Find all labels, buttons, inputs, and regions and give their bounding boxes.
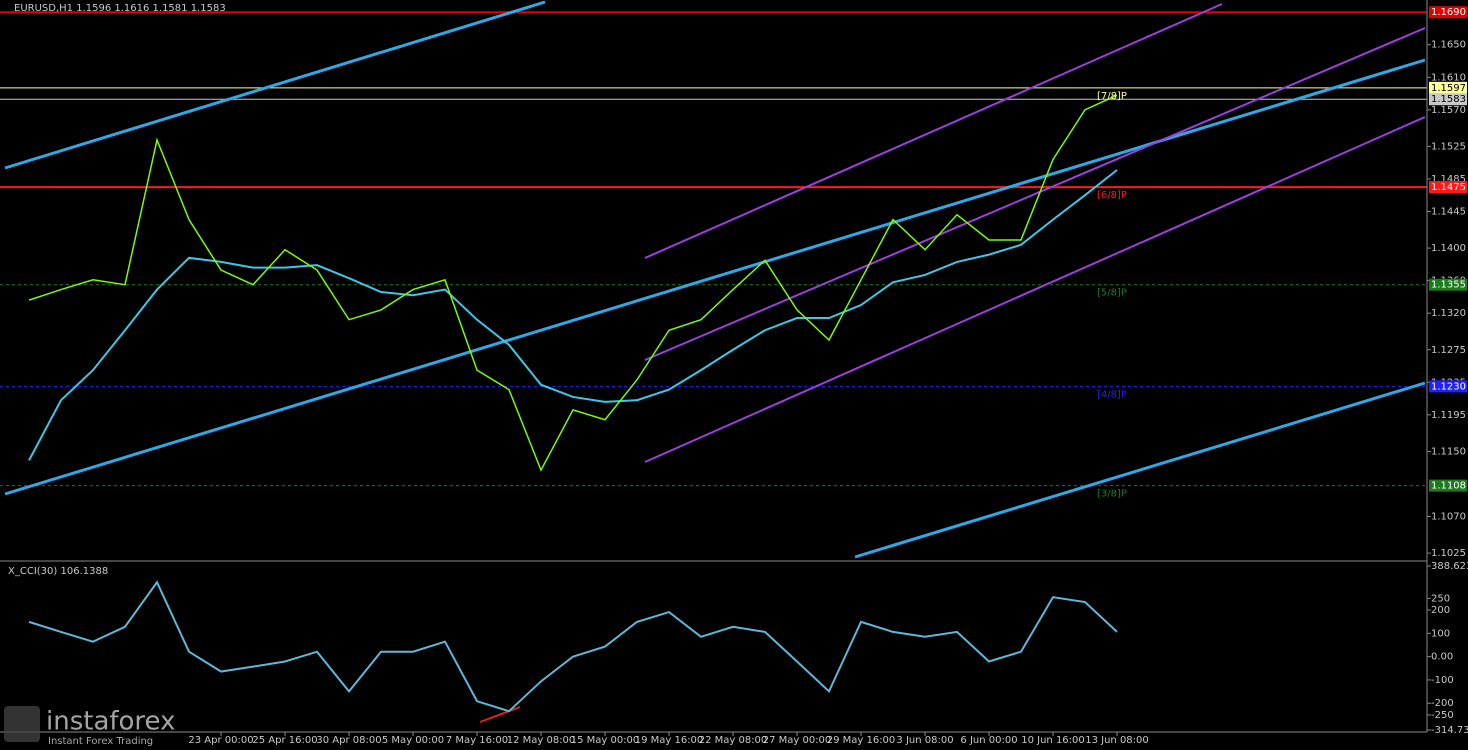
regression-line <box>644 3 1223 259</box>
x-tick-label: 29 May 16:00 <box>827 735 896 746</box>
trendlines <box>4 0 1426 723</box>
y-tick-label: 1.1610 <box>1431 72 1466 83</box>
x-tick-label: 27 May 00:00 <box>763 735 832 746</box>
y-tick-label: -100 <box>1431 675 1454 686</box>
level-label: 1.1583 <box>1431 94 1466 105</box>
logo <box>4 706 40 742</box>
x-tick-label: 7 May 16:00 <box>446 735 508 746</box>
chart-title: EURUSD,H1 1.1596 1.1616 1.1581 1.1583 <box>14 3 226 14</box>
level-label-box <box>1429 479 1467 492</box>
level-label-box <box>1429 93 1467 106</box>
y-tick-label: -200 <box>1431 698 1454 709</box>
tagline: Instant Forex Trading <box>48 736 153 747</box>
y-tick-label: 200 <box>1431 605 1450 616</box>
channel-line <box>4 58 1426 496</box>
x-tick-label: 3 Jun 08:00 <box>896 735 953 746</box>
x-tick-label: 12 May 08:00 <box>507 735 576 746</box>
y-tick-label: 100 <box>1431 628 1450 639</box>
x-tick-label: 13 Jun 08:00 <box>1085 735 1149 746</box>
y-tick-label: -250 <box>1431 710 1454 721</box>
y-tick-label: 1.1320 <box>1431 308 1466 319</box>
watermark: instaforex Instant Forex Trading <box>4 706 175 747</box>
x-tick-label: 25 Apr 16:00 <box>252 735 317 746</box>
level-tag: [5/8]P <box>1097 288 1127 299</box>
level-label-box <box>1429 6 1467 19</box>
level-label-box <box>1429 81 1467 94</box>
x-tick-label: 10 Jun 16:00 <box>1021 735 1085 746</box>
channel-line <box>4 0 546 170</box>
indicator-line <box>28 580 1118 713</box>
level-label: 1.1475 <box>1431 182 1466 193</box>
brand: instaforex <box>46 707 175 737</box>
level-tag: [3/8]P <box>1097 489 1127 500</box>
level-label: 1.1355 <box>1431 280 1466 291</box>
y-tick-label: 1.1400 <box>1431 243 1466 254</box>
y-tick-label: 1.1485 <box>1431 174 1466 185</box>
y-tick-label: -314.734 <box>1431 725 1468 736</box>
y-tick-label: 250 <box>1431 593 1450 604</box>
level-label: 1.1230 <box>1431 381 1466 392</box>
y-tick-label: 388.6237 <box>1431 561 1468 572</box>
regression-line <box>644 27 1426 361</box>
indicator-line <box>28 169 1118 461</box>
y-tick-label: 1.1525 <box>1431 141 1466 152</box>
level-label-box <box>1429 181 1467 194</box>
x-tick-label: 30 Apr 08:00 <box>316 735 381 746</box>
level-label: 1.1108 <box>1431 481 1466 492</box>
indicator-title: X_CCI(30) 106.1388 <box>8 566 108 577</box>
regression-line <box>644 116 1426 463</box>
x-tick-label: 6 Jun 00:00 <box>960 735 1017 746</box>
x-tick-label: 23 Apr 00:00 <box>188 735 253 746</box>
price-line <box>28 94 1118 472</box>
y-tick-label: 1.1195 <box>1431 410 1466 421</box>
level-tag: [7/8]P <box>1097 91 1127 102</box>
y-tick-label: 1.1570 <box>1431 105 1466 116</box>
y-tick-label: 1.1650 <box>1431 40 1466 51</box>
y-tick-label: 1.1070 <box>1431 512 1466 523</box>
y-tick-label: 1.1025 <box>1431 548 1466 559</box>
divergence-line <box>479 706 521 723</box>
x-tick-label: 22 May 08:00 <box>699 735 768 746</box>
channel-line <box>854 381 1426 559</box>
x-tick-label: 15 May 00:00 <box>571 735 640 746</box>
x-tick-label: 19 May 16:00 <box>635 735 704 746</box>
level-tag: [4/8]P <box>1097 389 1127 400</box>
level-label: 1.1690 <box>1431 7 1466 18</box>
y-tick-label: 1.1275 <box>1431 345 1466 356</box>
y-tick-label: 1.1150 <box>1431 446 1466 457</box>
level-tag: [6/8]P <box>1097 190 1127 201</box>
y-tick-label: 0.00 <box>1431 652 1453 663</box>
x-tick-label: 5 May 00:00 <box>382 735 444 746</box>
y-tick-label: 1.1445 <box>1431 206 1466 217</box>
level-label: 1.1597 <box>1431 83 1466 94</box>
level-label-box <box>1429 380 1467 393</box>
level-label-box <box>1429 278 1467 291</box>
